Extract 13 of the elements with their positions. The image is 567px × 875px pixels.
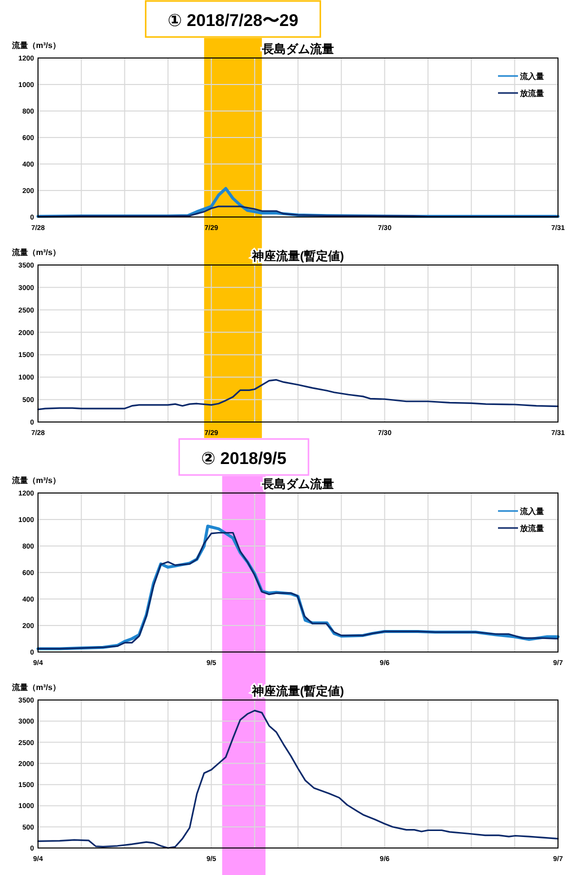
legend-label: 放流量 <box>519 88 544 98</box>
chart-title: 長島ダム流量 <box>261 42 334 56</box>
band-label: ② 2018/9/5 <box>201 449 286 468</box>
chart-title: 長島ダム流量 <box>261 477 334 491</box>
y-axis-title: 流量（m³/s） <box>11 682 60 692</box>
legend-label: 放流量 <box>519 523 544 533</box>
band-label: ① 2018/7/28〜29 <box>168 11 298 30</box>
y-axis-title: 流量（m³/s） <box>11 40 60 50</box>
y-axis-title: 流量（m³/s） <box>11 247 60 257</box>
y-axis-title: 流量（m³/s） <box>11 475 60 485</box>
legend-label: 流入量 <box>519 506 544 516</box>
legend-label: 流入量 <box>519 71 544 81</box>
chart-title: 神座流量(暫定値) <box>251 684 344 698</box>
